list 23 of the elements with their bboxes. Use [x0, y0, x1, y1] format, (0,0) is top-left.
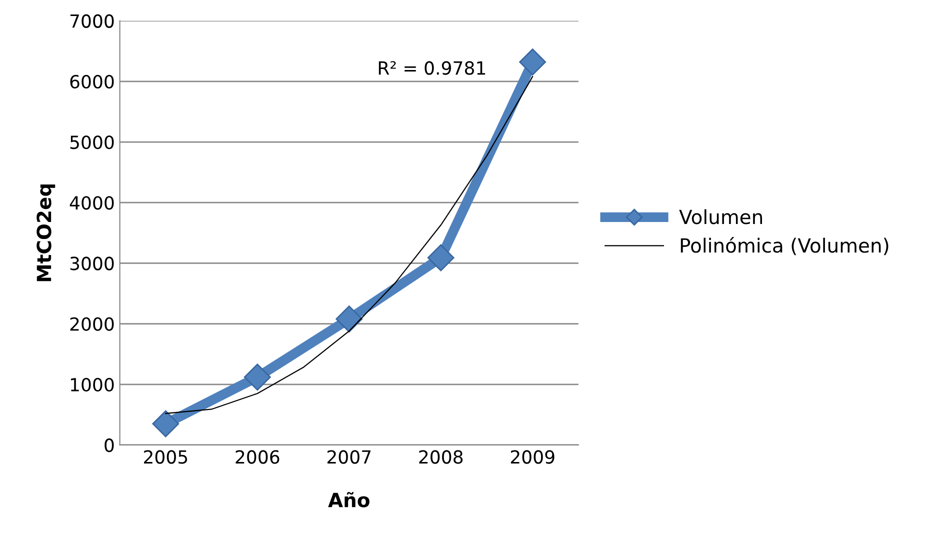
y-tick-label: 2000	[70, 317, 114, 331]
point	[152, 410, 180, 438]
point	[336, 305, 363, 332]
point	[427, 244, 454, 272]
x-tick-label: 2006	[236, 450, 280, 464]
y-tick-label: 3000	[70, 256, 114, 270]
point	[244, 364, 271, 391]
x-axis-title: Año	[328, 492, 370, 508]
x-tick-label: 2005	[144, 450, 188, 464]
y-tick-label: 4000	[70, 196, 114, 210]
annotation: R² = 0.9781	[378, 61, 486, 75]
y-tick-label: 6000	[70, 74, 114, 89]
y-axis-title: MtCO2eq	[36, 184, 56, 282]
point	[519, 48, 546, 76]
y-tick-label: 7000	[70, 14, 114, 28]
x-tick-label: 2009	[510, 450, 554, 464]
x-tick-label: 2007	[327, 450, 371, 464]
legend-label: Volumen	[679, 209, 762, 224]
y-tick-label: 5000	[70, 135, 114, 150]
y-tick-label: 1000	[70, 378, 114, 392]
y-tick-label: 0	[104, 438, 114, 452]
x-tick-label: 2008	[419, 450, 463, 464]
legend-label: Polinómica (Volumen)	[680, 236, 888, 256]
